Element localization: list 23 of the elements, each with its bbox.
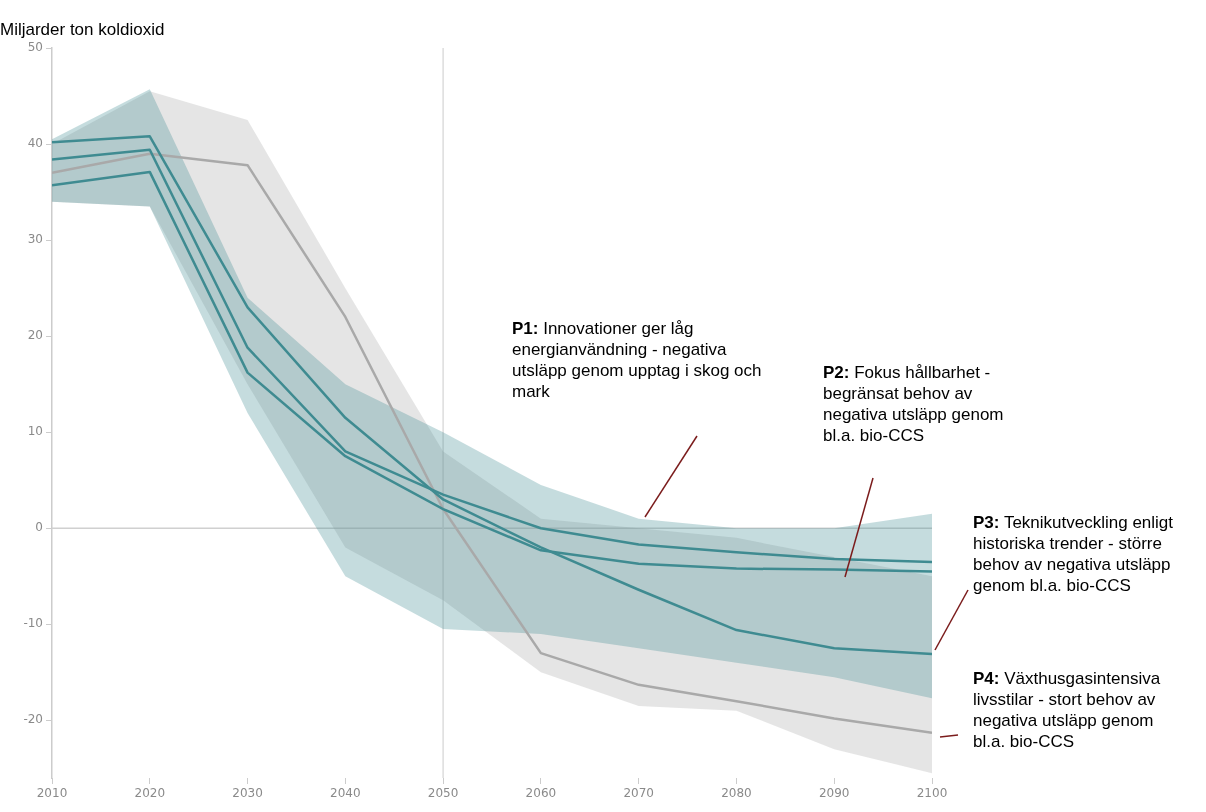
y-tick-label: 50 [27,40,43,55]
y-axis-title: Miljarder ton koldioxid [0,20,165,40]
y-tick-label: 20 [27,328,43,343]
x-tick-label: 2060 [525,786,557,801]
y-tick-label: 40 [27,136,43,151]
annotation: P1: Innovationer ger låg energianvändning - negativa utsläpp genom upptag i skog och mark [512,318,763,402]
y-tick-label: -20 [23,712,43,727]
y-tick-label: 30 [27,232,43,247]
x-tick-label: 2070 [623,786,654,801]
x-tick-label: 2020 [134,786,166,801]
x-tick-label: 2080 [721,786,752,801]
text: P3: Teknikutveckling enligt historiska trender - större behov av negativa utsläpp genom bl.a. bio-CCS [973,512,1175,596]
text: P4: Växthusgasintensiva livsstilar - stort behov av negativa utsläpp genom bl.a. bio-CCS [973,668,1162,752]
x-tick-label: 2100 [916,786,948,801]
x-tick-label: 2050 [427,786,459,801]
x-tick-label: 2030 [232,786,263,801]
annotation: P2: Fokus hållbarhet - begränsat behov av negativa utsläpp genom bl.a. bio-CCS [823,362,1005,446]
y-tick-label: -10 [23,616,43,631]
y-tick-label: 0 [35,520,43,535]
x-tick-label: 2090 [818,786,850,801]
x-tick-label: 2010 [36,786,68,801]
x-tick-label: 2040 [330,786,361,801]
y-tick-label: 10 [27,424,43,439]
